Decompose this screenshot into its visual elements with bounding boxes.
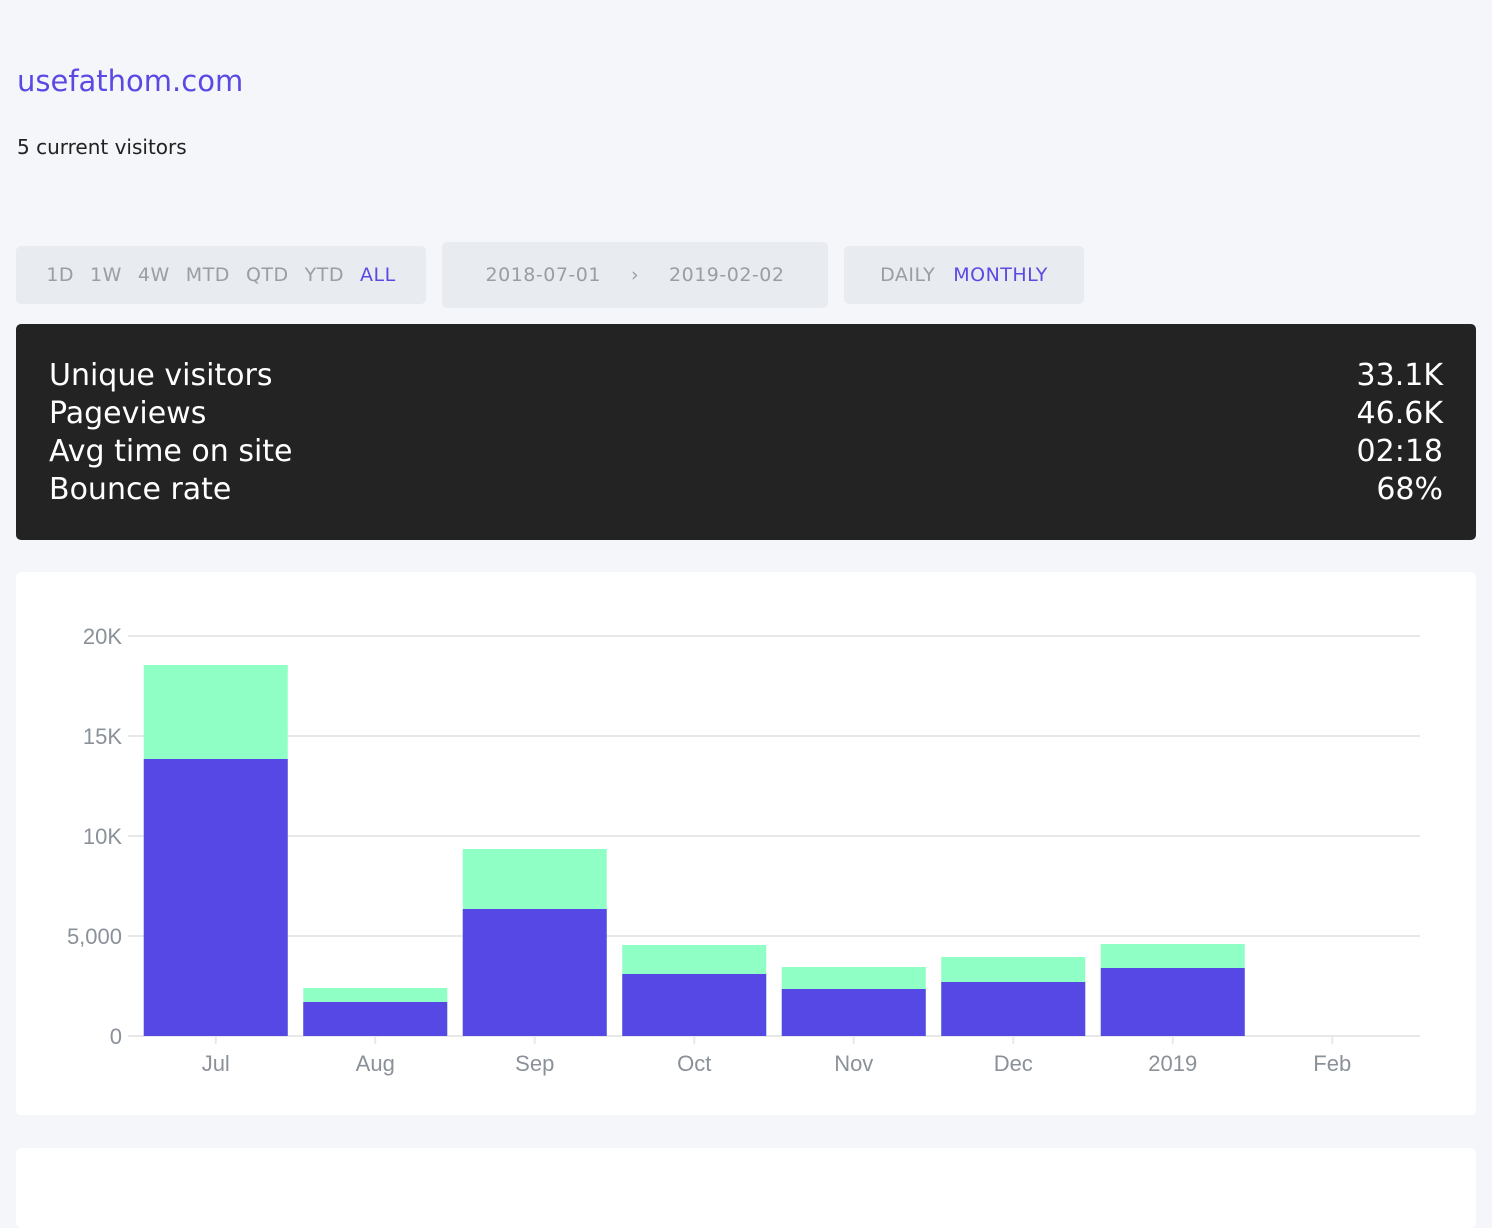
y-tick-label: 20K (83, 624, 122, 649)
x-tick-label: 2019 (1148, 1051, 1197, 1076)
period-1w[interactable]: 1W (90, 264, 122, 286)
site-name-link[interactable]: usefathom.com (17, 64, 244, 98)
visitors-bar (941, 982, 1086, 1036)
period-selector: 1D 1W 4W MTD QTD YTD ALL (16, 246, 426, 304)
date-range-picker: 2018-07-01 › 2019-02-02 (442, 242, 828, 308)
visitors-bar (781, 989, 926, 1036)
y-tick-label: 10K (83, 824, 122, 849)
period-ytd[interactable]: YTD (304, 264, 344, 286)
next-card (16, 1148, 1476, 1228)
y-tick-label: 5,000 (67, 924, 122, 949)
interval-selector: DAILY MONTHLY (844, 246, 1084, 304)
total-value: 33.1K (1356, 358, 1443, 393)
total-label: Bounce rate (49, 472, 232, 507)
chevron-right-icon: › (630, 264, 640, 286)
visitors-bar (143, 759, 288, 1036)
x-tick-label: Dec (994, 1051, 1033, 1076)
x-tick-label: Sep (515, 1051, 554, 1076)
total-unique-visitors: Unique visitors 33.1K (49, 357, 1443, 395)
current-visitors: 5 current visitors (17, 135, 187, 159)
interval-daily[interactable]: DAILY (880, 264, 936, 286)
total-value: 68% (1376, 472, 1443, 507)
total-bounce-rate: Bounce rate 68% (49, 471, 1443, 509)
visitors-pageviews-chart: 0 5,000 10K 15K 20K Jul Aug Sep Oct Nov Dec 2019 Feb (67, 624, 1420, 1076)
x-tick-label: Aug (356, 1051, 395, 1076)
total-value: 46.6K (1356, 396, 1443, 431)
period-1d[interactable]: 1D (46, 264, 75, 286)
total-value: 02:18 (1356, 434, 1443, 469)
x-tick-label: Jul (202, 1051, 230, 1076)
total-label: Unique visitors (49, 358, 273, 393)
period-all[interactable]: ALL (359, 264, 396, 286)
period-4w[interactable]: 4W (137, 264, 170, 286)
period-mtd[interactable]: MTD (185, 264, 230, 286)
total-avg-time: Avg time on site 02:18 (49, 433, 1443, 471)
x-tick-label: Oct (677, 1051, 711, 1076)
start-date[interactable]: 2018-07-01 (485, 264, 601, 286)
y-tick-label: 0 (110, 1024, 122, 1049)
interval-monthly[interactable]: MONTHLY (953, 264, 1048, 286)
end-date[interactable]: 2019-02-02 (669, 264, 785, 286)
y-tick-label: 15K (83, 724, 122, 749)
x-tick-label: Feb (1313, 1051, 1351, 1076)
visitors-bar (462, 909, 607, 1036)
total-label: Avg time on site (49, 434, 293, 469)
visitors-bar (622, 974, 767, 1036)
period-qtd[interactable]: QTD (245, 264, 289, 286)
totals-panel: Unique visitors 33.1K Pageviews 46.6K Avg … (16, 324, 1476, 540)
total-pageviews: Pageviews 46.6K (49, 395, 1443, 433)
total-label: Pageviews (49, 396, 207, 431)
visitors-bar (1100, 968, 1245, 1036)
x-tick-label: Nov (834, 1051, 873, 1076)
chart-card: 0 5,000 10K 15K 20K Jul Aug Sep Oct Nov Dec 2019 Feb (16, 572, 1476, 1115)
visitors-bar (303, 1002, 448, 1036)
